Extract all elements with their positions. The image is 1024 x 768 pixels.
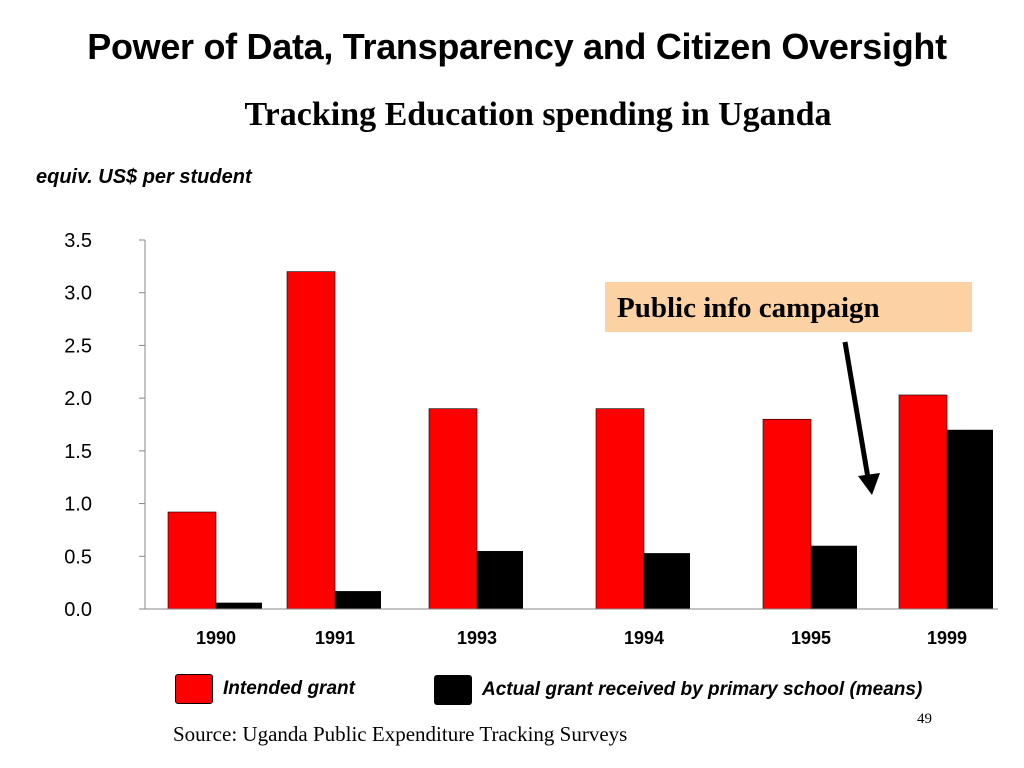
x-tick-label: 1990 xyxy=(196,628,236,648)
y-tick-label: 3.0 xyxy=(64,283,92,305)
y-tick-label: 0.5 xyxy=(64,546,92,568)
bar-intended-grant xyxy=(167,511,217,610)
bar-actual-grant xyxy=(644,553,690,609)
y-tick-label: 2.5 xyxy=(64,335,92,357)
x-tick-label: 1991 xyxy=(315,628,355,648)
legend-label-actual-grant: Actual grant received by primary school … xyxy=(482,679,923,700)
bar-actual-grant xyxy=(811,545,857,609)
y-tick-label: 1.0 xyxy=(64,494,92,516)
y-tick-label: 2.0 xyxy=(64,388,92,410)
y-tick-label: 1.5 xyxy=(64,441,92,463)
bar-actual-grant xyxy=(216,602,262,609)
slide-title: Power of Data, Transparency and Citizen … xyxy=(87,26,947,67)
legend-item-actual-grant: Actual grant received by primary school … xyxy=(434,675,922,705)
x-tick-label: 1995 xyxy=(791,628,831,648)
callout-arrow-head xyxy=(858,473,880,495)
legend-swatch-actual-grant xyxy=(434,675,472,705)
bar-actual-grant xyxy=(477,551,523,609)
bar-intended-grant xyxy=(898,394,948,610)
x-tick-label: 1994 xyxy=(624,628,664,648)
page-number: 49 xyxy=(917,711,932,727)
bar-intended-grant xyxy=(286,271,336,610)
x-tick-label: 1993 xyxy=(457,628,497,648)
y-axis-unit-label: equiv. US$ per student xyxy=(36,166,252,188)
bar-intended-grant xyxy=(595,408,645,610)
legend-swatch-intended-grant xyxy=(175,674,213,704)
legend-label-intended-grant: Intended grant xyxy=(223,678,355,699)
legend-item-intended-grant: Intended grant xyxy=(175,674,355,704)
bar-actual-grant xyxy=(335,591,381,609)
bar-intended-grant xyxy=(762,418,812,610)
y-tick-label: 3.5 xyxy=(64,230,92,252)
callout-arrow-shaft xyxy=(842,341,871,479)
chart-title: Tracking Education spending in Uganda xyxy=(244,96,832,133)
source-note: Source: Uganda Public Expenditure Tracki… xyxy=(173,722,628,746)
bar-intended-grant xyxy=(428,408,478,610)
bar-actual-grant xyxy=(947,429,993,609)
public-info-campaign-callout: Public info campaign xyxy=(605,282,972,332)
y-tick-label: 0.0 xyxy=(64,599,92,621)
x-tick-label: 1999 xyxy=(927,628,967,648)
